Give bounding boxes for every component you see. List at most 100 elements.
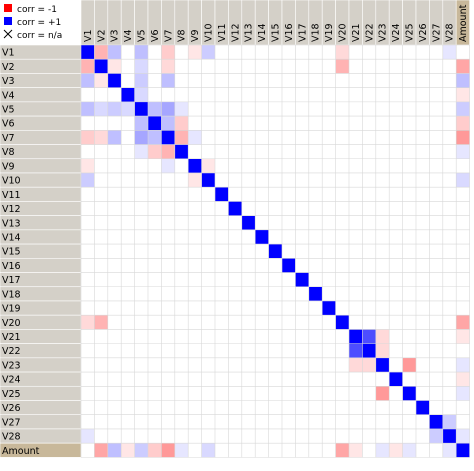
heatmap-cell[interactable] <box>349 343 363 358</box>
heatmap-cell[interactable] <box>362 187 376 202</box>
heatmap-cell[interactable] <box>389 428 403 444</box>
heatmap-cell[interactable] <box>335 116 349 131</box>
heatmap-cell[interactable] <box>456 315 470 330</box>
heatmap-cell[interactable] <box>349 244 363 259</box>
heatmap-cell[interactable] <box>215 357 229 373</box>
heatmap-cell[interactable] <box>215 116 229 131</box>
heatmap-cell[interactable] <box>201 59 215 74</box>
heatmap-cell[interactable] <box>228 414 242 429</box>
heatmap-cell[interactable] <box>295 372 309 387</box>
heatmap-cell[interactable] <box>456 116 470 131</box>
heatmap-cell[interactable] <box>308 357 323 373</box>
heatmap-cell[interactable] <box>161 329 175 344</box>
heatmap-cell[interactable] <box>241 372 256 387</box>
heatmap-cell[interactable] <box>81 130 95 145</box>
heatmap-cell[interactable] <box>94 229 108 245</box>
heatmap-cell[interactable] <box>228 244 242 259</box>
heatmap-cell[interactable] <box>161 300 175 316</box>
heatmap-cell[interactable] <box>416 300 430 316</box>
heatmap-cell[interactable] <box>295 286 309 301</box>
heatmap-cell[interactable] <box>308 172 323 188</box>
heatmap-cell[interactable] <box>148 258 162 273</box>
heatmap-cell[interactable] <box>335 329 349 344</box>
heatmap-cell[interactable] <box>282 286 296 301</box>
heatmap-cell[interactable] <box>255 45 269 60</box>
heatmap-cell[interactable] <box>295 116 309 131</box>
heatmap-cell[interactable] <box>442 244 457 259</box>
heatmap-cell[interactable] <box>322 315 336 330</box>
heatmap-cell[interactable] <box>255 272 269 287</box>
heatmap-cell[interactable] <box>161 172 175 188</box>
heatmap-cell[interactable] <box>255 258 269 273</box>
heatmap-cell[interactable] <box>429 130 443 145</box>
heatmap-cell[interactable] <box>362 73 376 88</box>
heatmap-cell[interactable] <box>362 144 376 159</box>
heatmap-cell[interactable] <box>174 286 189 301</box>
heatmap-cell[interactable] <box>188 372 202 387</box>
heatmap-cell[interactable] <box>375 329 390 344</box>
heatmap-cell[interactable] <box>282 315 296 330</box>
heatmap-cell[interactable] <box>308 201 323 216</box>
heatmap-cell[interactable] <box>215 286 229 301</box>
heatmap-cell[interactable] <box>174 101 189 117</box>
heatmap-cell[interactable] <box>335 414 349 429</box>
heatmap-cell[interactable] <box>389 172 403 188</box>
heatmap-cell[interactable] <box>215 258 229 273</box>
heatmap-cell[interactable] <box>188 201 202 216</box>
heatmap-cell[interactable] <box>295 343 309 358</box>
heatmap-cell[interactable] <box>228 386 242 401</box>
heatmap-cell[interactable] <box>94 329 108 344</box>
heatmap-cell[interactable] <box>161 144 175 159</box>
heatmap-cell[interactable] <box>148 73 162 88</box>
heatmap-cell[interactable] <box>228 428 242 444</box>
heatmap-cell[interactable] <box>268 201 282 216</box>
heatmap-cell[interactable] <box>442 272 457 287</box>
heatmap-cell[interactable] <box>416 244 430 259</box>
heatmap-cell[interactable] <box>456 201 470 216</box>
heatmap-cell[interactable] <box>308 315 323 330</box>
heatmap-cell[interactable] <box>322 329 336 344</box>
heatmap-cell[interactable] <box>255 244 269 259</box>
heatmap-cell[interactable] <box>416 272 430 287</box>
heatmap-cell[interactable] <box>174 116 189 131</box>
heatmap-cell[interactable] <box>107 414 122 429</box>
heatmap-cell[interactable] <box>161 357 175 373</box>
heatmap-cell[interactable] <box>215 343 229 358</box>
heatmap-cell[interactable] <box>121 144 135 159</box>
heatmap-cell[interactable] <box>255 357 269 373</box>
heatmap-cell[interactable] <box>81 329 95 344</box>
heatmap-cell[interactable] <box>215 172 229 188</box>
heatmap-cell[interactable] <box>282 357 296 373</box>
heatmap-cell[interactable] <box>107 300 122 316</box>
heatmap-cell[interactable] <box>268 229 282 245</box>
heatmap-cell[interactable] <box>268 372 282 387</box>
heatmap-cell[interactable] <box>322 272 336 287</box>
heatmap-cell[interactable] <box>416 414 430 429</box>
heatmap-cell[interactable] <box>81 357 95 373</box>
heatmap-cell[interactable] <box>161 443 175 458</box>
heatmap-cell[interactable] <box>255 130 269 145</box>
heatmap-cell[interactable] <box>188 343 202 358</box>
heatmap-cell[interactable] <box>94 130 108 145</box>
heatmap-cell[interactable] <box>228 372 242 387</box>
heatmap-cell[interactable] <box>134 130 148 145</box>
heatmap-cell[interactable] <box>282 443 296 458</box>
heatmap-cell[interactable] <box>429 428 443 444</box>
heatmap-cell[interactable] <box>322 244 336 259</box>
heatmap-cell[interactable] <box>215 130 229 145</box>
heatmap-cell[interactable] <box>215 158 229 173</box>
heatmap-cell[interactable] <box>241 258 256 273</box>
heatmap-cell[interactable] <box>362 357 376 373</box>
heatmap-cell[interactable] <box>442 286 457 301</box>
heatmap-cell[interactable] <box>241 272 256 287</box>
heatmap-cell[interactable] <box>228 130 242 145</box>
heatmap-cell[interactable] <box>201 428 215 444</box>
heatmap-cell[interactable] <box>201 300 215 316</box>
heatmap-cell[interactable] <box>161 272 175 287</box>
heatmap-cell[interactable] <box>282 215 296 230</box>
heatmap-cell[interactable] <box>429 87 443 102</box>
heatmap-cell[interactable] <box>456 187 470 202</box>
heatmap-cell[interactable] <box>188 244 202 259</box>
heatmap-cell[interactable] <box>442 73 457 88</box>
heatmap-cell[interactable] <box>416 443 430 458</box>
